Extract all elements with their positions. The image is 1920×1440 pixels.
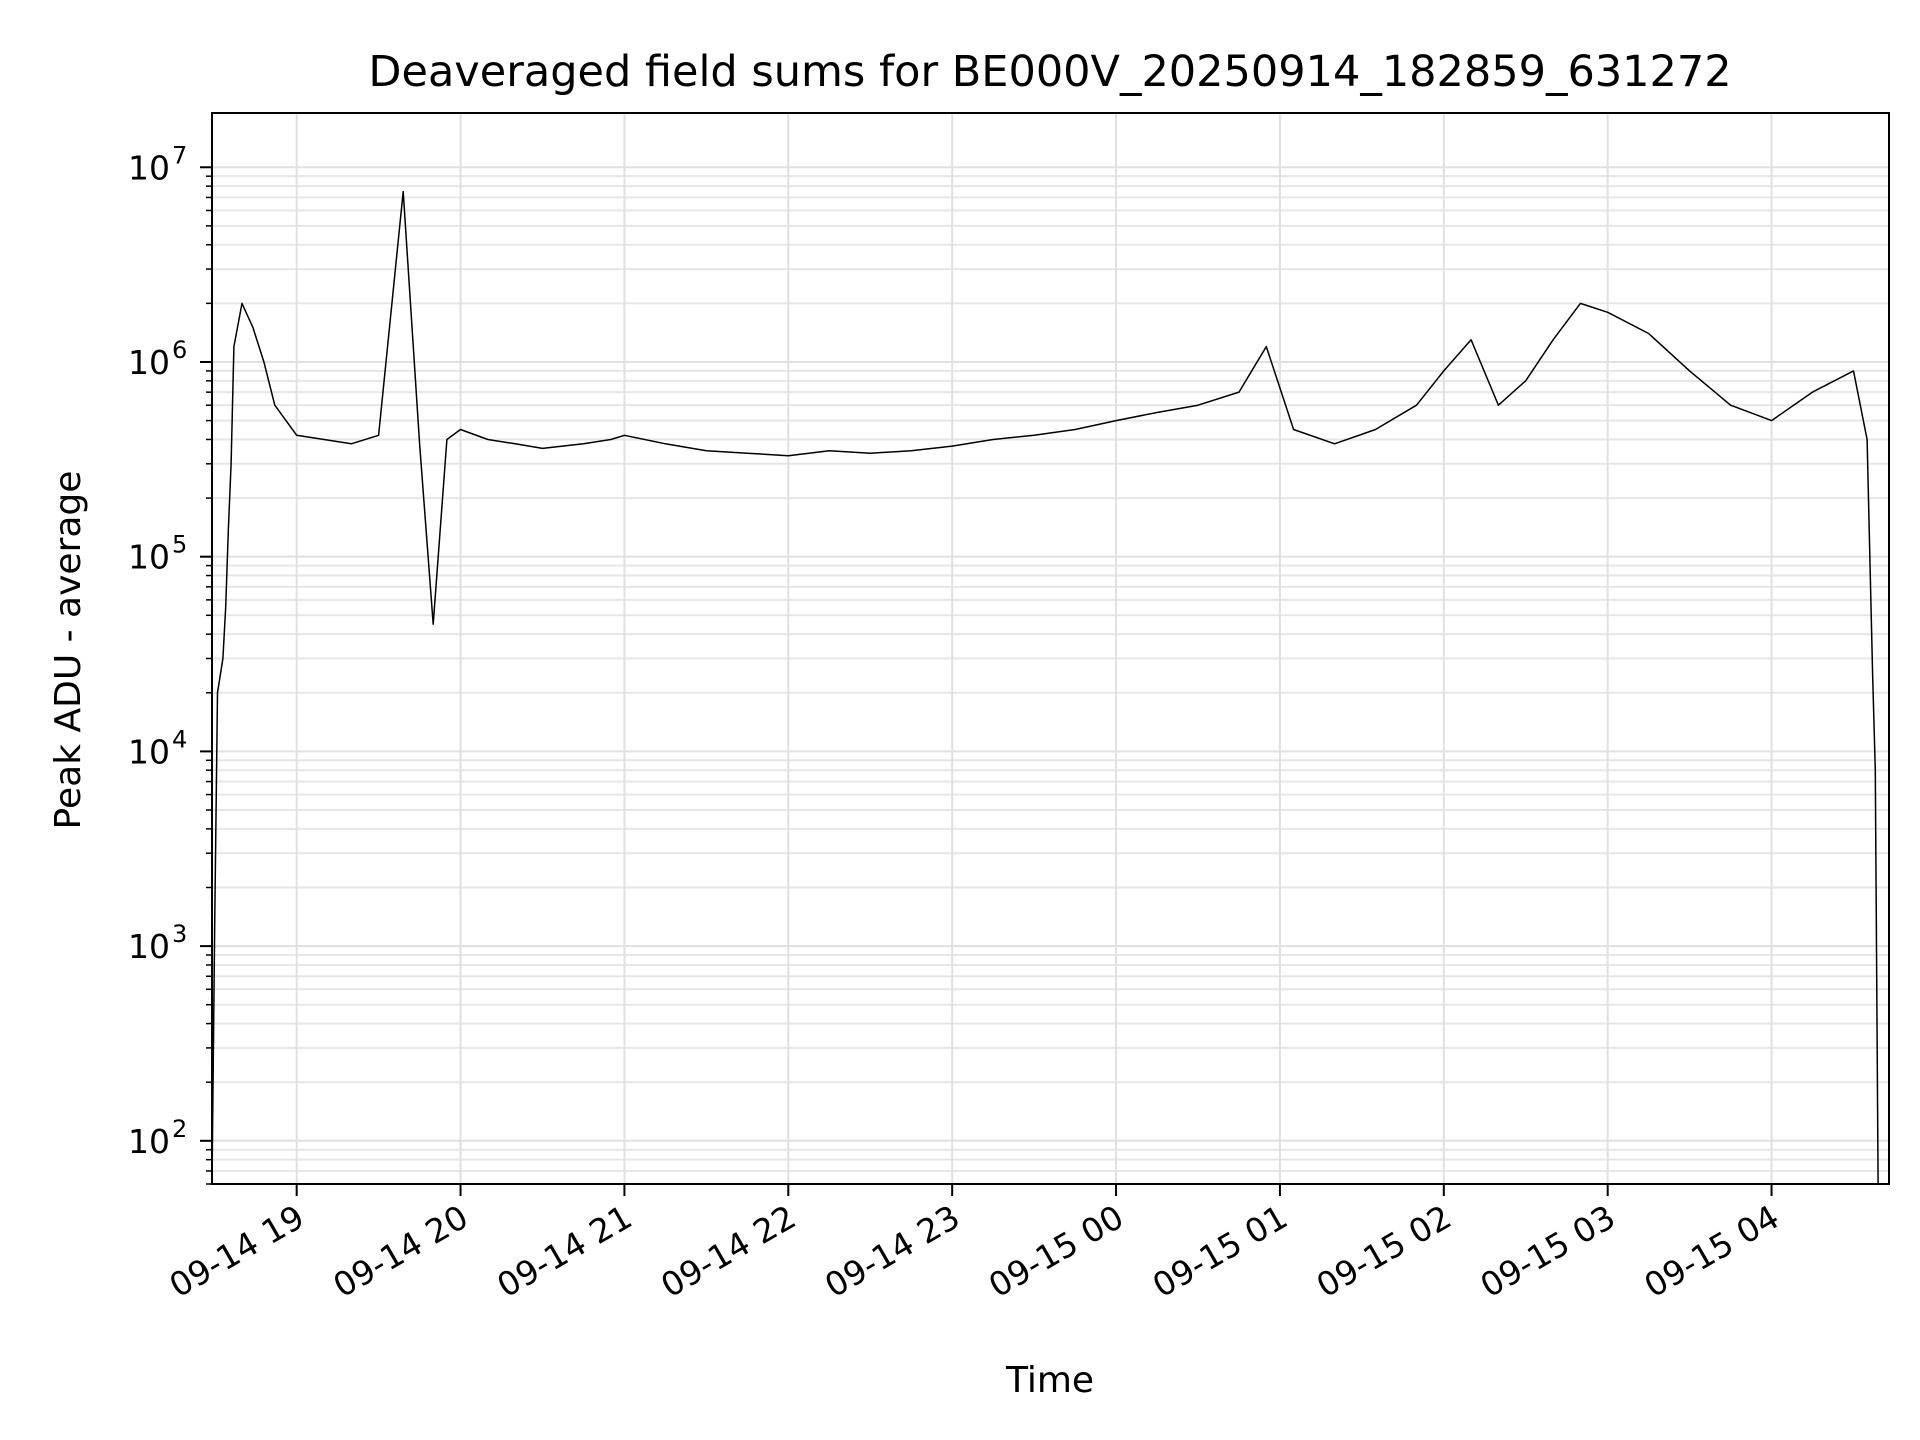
chart-title: Deaveraged field sums for BE000V_2025091…: [368, 47, 1731, 97]
y-tick-exponent: 2: [172, 1115, 187, 1143]
y-tick-label: 10: [128, 927, 170, 966]
y-tick-label: 10: [128, 343, 170, 382]
y-tick-exponent: 7: [172, 141, 187, 169]
y-axis-label: Peak ADU - average: [48, 471, 89, 830]
series-layer: [211, 190, 1879, 1185]
x-axis-label: Time: [1005, 1360, 1094, 1401]
y-tick-label: 10: [128, 732, 170, 771]
series-line: [211, 190, 1879, 1185]
y-tick-label: 10: [128, 1122, 170, 1161]
y-tick-exponent: 3: [172, 920, 187, 948]
grid: [212, 113, 1889, 1185]
y-tick-exponent: 4: [172, 725, 187, 753]
y-tick-exponent: 6: [172, 336, 187, 364]
y-tick-exponent: 5: [172, 531, 187, 559]
y-tick-label: 10: [128, 538, 170, 577]
y-tick-label: 10: [128, 148, 170, 187]
plot-frame: [211, 112, 1890, 1185]
